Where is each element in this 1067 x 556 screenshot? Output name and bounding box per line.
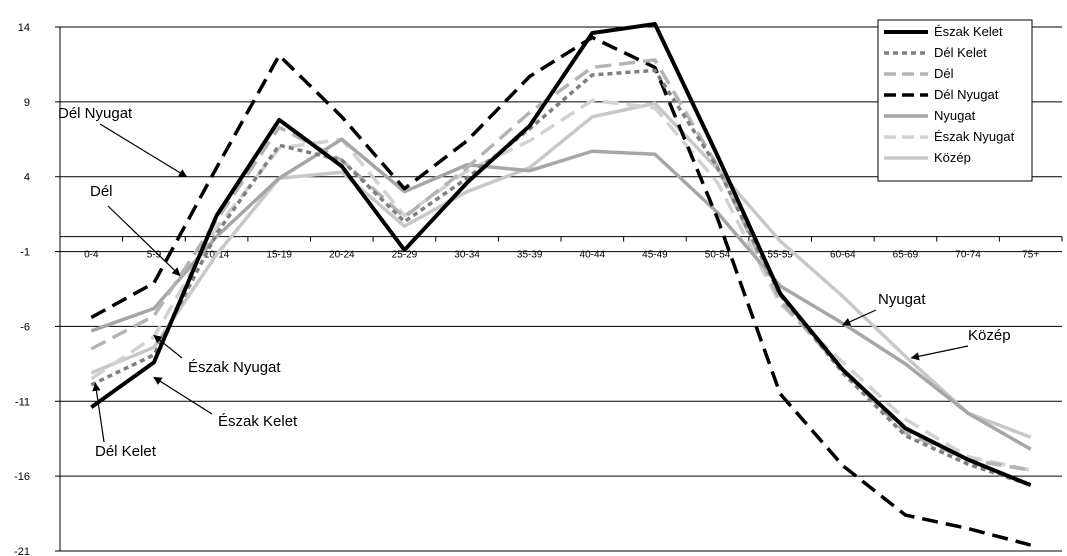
annotation-arrow [92,382,105,443]
annotation-label: Észak Kelet [218,413,298,430]
x-tick-label: 55-59 [767,250,793,261]
series-line-közép [90,101,1032,439]
annotation-arrow [910,345,969,361]
x-tick-label: 50-54 [705,250,731,261]
annotation-arrow [842,309,877,326]
y-tick-label: 9 [24,97,30,109]
legend-box [877,19,1033,182]
y-tick-label: -1 [20,247,30,259]
x-tick-label: 65-69 [893,250,919,261]
legend-label: Nyugat [934,108,976,123]
gridlines [60,26,1062,552]
x-tick-label: 25-29 [392,250,418,261]
annotation-label: Észak Nyugat [188,359,281,376]
x-tick-label: 35-39 [517,250,543,261]
annotations: Dél Nyugat Dél Észak Nyugat Észak Kelet Dél … [58,105,1011,460]
x-tick-label: 0-4 [84,250,99,261]
annotation-arrow [99,123,188,178]
legend-label: Észak Kelet [934,24,1003,39]
annotation-label: Dél Kelet [95,443,157,460]
x-tick-label: 5-9 [147,250,162,261]
legend-label: Dél Nyugat [934,87,999,102]
x-tick-label: 45-49 [642,250,668,261]
y-tick-label: -21 [14,546,30,556]
x-tick-label: 75+ [1022,250,1039,261]
x-tick-label: 70-74 [955,250,981,261]
y-tick-label: -16 [14,471,30,483]
y-axis: 14 9 4 -1 -6 -11 -16 -21 [14,22,61,556]
x-tick-label: 30-34 [454,250,480,261]
y-tick-label: 14 [18,22,30,34]
x-tick-label: 15-19 [266,250,292,261]
series-lines [90,22,1032,547]
x-tick-label: 60-64 [830,250,856,261]
annotation-arrow [153,376,213,415]
legend: Észak Kelet Dél Kelet Dél Dél Nyugat Nyugat É… [877,19,1033,182]
annotation-label: Közép [968,327,1011,344]
series-line-észak-kelet [90,22,1032,487]
annotation-arrow [107,205,181,277]
x-tick-label: 20-24 [329,250,355,261]
x-tick-label: 40-44 [580,250,606,261]
annotation-arrow [153,334,183,359]
legend-label: Dél Kelet [934,45,987,60]
annotation-label: Dél [90,183,113,200]
legend-label: Dél [934,66,954,81]
legend-label: Közép [934,150,971,165]
series-line-dél-nyugat [90,35,1032,547]
y-tick-label: -6 [20,321,30,333]
legend-label: Észak Nyugat [934,129,1015,144]
y-tick-label: -11 [15,396,30,408]
series-line-nyugat [90,137,1032,451]
annotation-label: Dél Nyugat [58,105,133,122]
y-tick-label: 4 [24,172,30,184]
annotation-label: Nyugat [878,291,926,308]
